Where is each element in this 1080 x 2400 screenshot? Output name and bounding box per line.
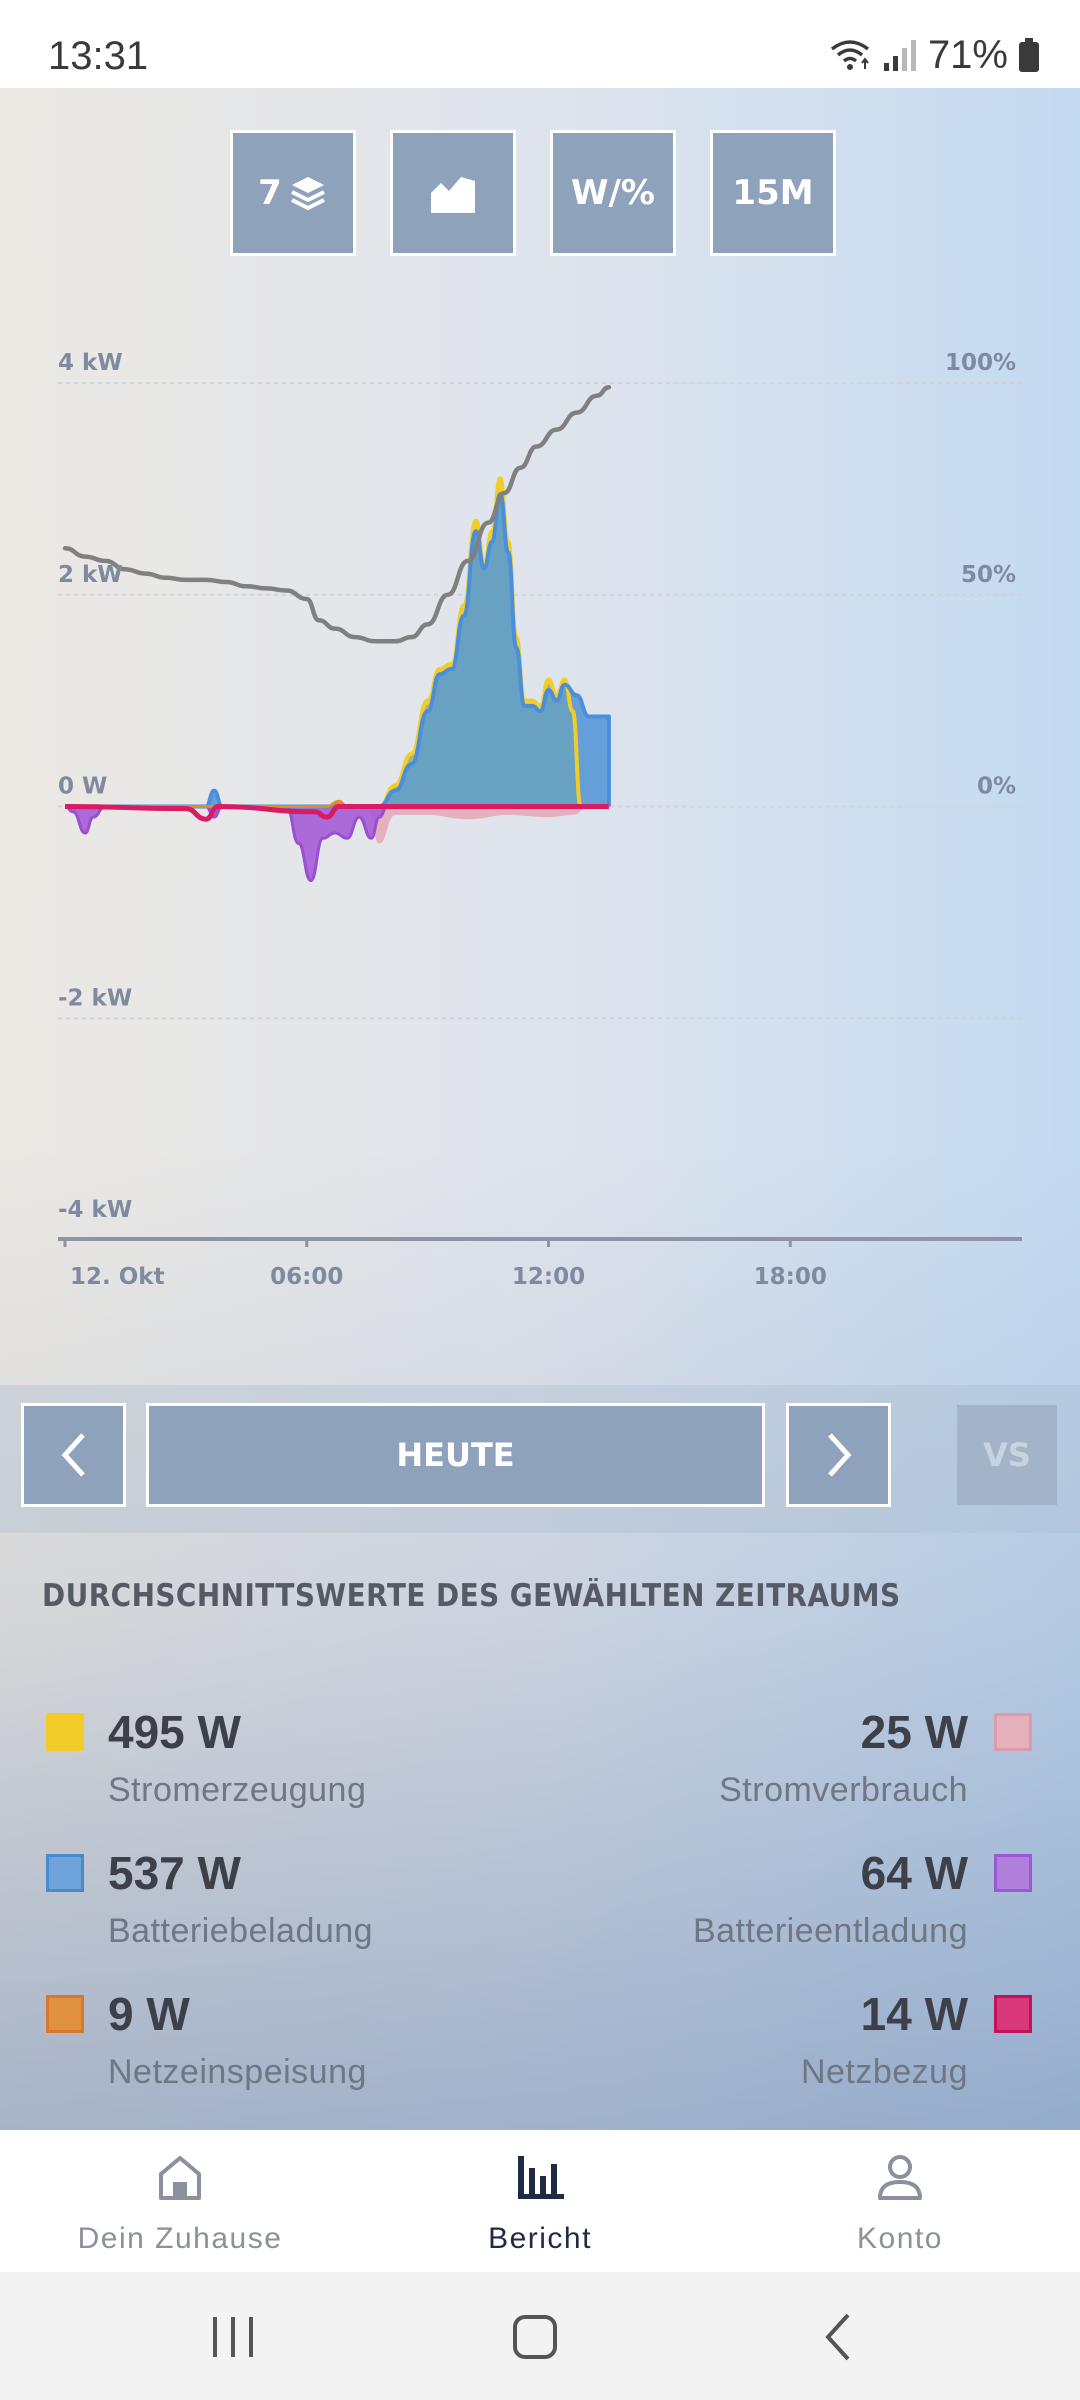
grid-feed-in-series-area [65,801,609,807]
status-bar: 13:31 71% [0,0,1080,88]
home-icon [159,2156,201,2200]
nav-home[interactable]: Dein Zuhause [0,2130,360,2272]
x-tick-label: 06:00 [270,1264,343,1290]
chevron-right-icon [827,1433,851,1477]
battery-icon [1019,38,1039,72]
average-label: Batteriebeladung [108,1912,374,1950]
average-label: Netzeinspeisung [108,2053,367,2091]
consumption-series-area [367,806,589,844]
average-grid-feed-in: 9 W Netzeinspeisung [46,1987,546,2097]
x-tick-label: 12:00 [512,1264,585,1290]
period-navigation: HEUTE VS [0,1385,1080,1533]
average-value: 537 W [108,1847,241,1899]
legend-swatch [994,1713,1032,1751]
x-tick-label: 12. Okt [70,1264,165,1290]
home-button-icon[interactable] [505,2307,565,2367]
energy-chart: 4 kW 2 kW 0 W -2 kW -4 kW 100% 50% 0% 12. Okt 06:… [58,350,1022,1290]
layers-count: 7 [258,173,282,213]
chart-toolbar: 7 W/% 15M [230,130,836,256]
system-navigation-bar [0,2272,1080,2400]
averages-title: DURCHSCHNITTSWERTE DES GEWÄHLTEN ZEITRAU… [42,1578,901,1614]
grid-consumption-line [64,803,609,822]
average-value: 495 W [108,1706,241,1758]
next-period-button[interactable] [786,1403,891,1507]
legend-swatch [994,1995,1032,2033]
y-right-tick-label: 50% [961,562,1016,588]
y-tick-label: 0 W [58,774,107,800]
average-value: 9 W [108,1988,190,2040]
average-label: Batterieentladung [692,1912,968,1950]
y-tick-label: -4 kW [58,1197,132,1223]
average-value: 14 W [860,1988,968,2040]
nav-account[interactable]: Konto [720,2130,1080,2272]
wifi-icon [830,40,870,70]
bottom-navigation: Dein Zuhause Bericht Konto [0,2130,1080,2272]
chevron-left-icon [61,1433,85,1477]
y-right-tick-label: 0% [977,774,1016,800]
previous-period-button[interactable] [21,1403,126,1507]
battery-percent: 71% [927,32,1008,77]
chart-type-button[interactable] [390,130,516,256]
y-tick-label: 4 kW [58,350,123,376]
area-chart-icon [431,177,475,213]
average-battery-charge: 537 W Batteriebeladung [46,1846,546,1956]
back-icon[interactable] [810,2307,870,2367]
average-battery-discharge: 64 W Batterieentladung [532,1846,1032,1956]
x-tick-label: 18:00 [754,1264,827,1290]
legend-swatch [46,1995,84,2033]
layers-icon [290,177,325,211]
current-period-button[interactable]: HEUTE [146,1403,765,1507]
units-button[interactable]: W/% [550,130,676,256]
signal-icon [883,40,916,71]
battery-discharge-series-area [65,806,388,881]
y-tick-label: 2 kW [58,562,123,588]
y-right-tick-label: 100% [945,350,1016,376]
average-value: 25 W [860,1706,968,1758]
status-time: 13:31 [48,34,149,78]
average-value: 64 W [860,1847,968,1899]
layers-button[interactable]: 7 [230,130,356,256]
bar-chart-icon [518,2156,564,2199]
legend-swatch [46,1713,84,1751]
legend-swatch [46,1854,84,1892]
interval-button[interactable]: 15M [710,130,836,256]
nav-account-label: Konto [857,2222,943,2255]
average-label: Netzbezug [800,2053,968,2091]
status-icons: 71% [828,30,1040,80]
average-grid-consumption: 14 W Netzbezug [532,1987,1032,2097]
self-consumption-area [379,491,581,807]
nav-home-label: Dein Zuhause [77,2222,283,2255]
nav-report[interactable]: Bericht [360,2130,720,2272]
y-tick-label: -2 kW [58,985,132,1011]
average-label: Stromerzeugung [108,1771,367,1809]
report-view: 7 W/% 15M 4 kW 2 kW 0 W -2 kW -4 kW 100% 50% 0%… [0,88,1080,2130]
average-generation: 495 W Stromerzeugung [46,1705,546,1815]
average-consumption: 25 W Stromverbrauch [532,1705,1032,1815]
nav-report-label: Bericht [488,2222,592,2255]
recent-apps-icon[interactable] [203,2307,263,2367]
state-of-charge-line [62,384,612,644]
compare-button[interactable]: VS [957,1405,1057,1505]
average-label: Stromverbrauch [719,1771,968,1809]
legend-swatch [994,1854,1032,1892]
person-icon [878,2155,922,2200]
